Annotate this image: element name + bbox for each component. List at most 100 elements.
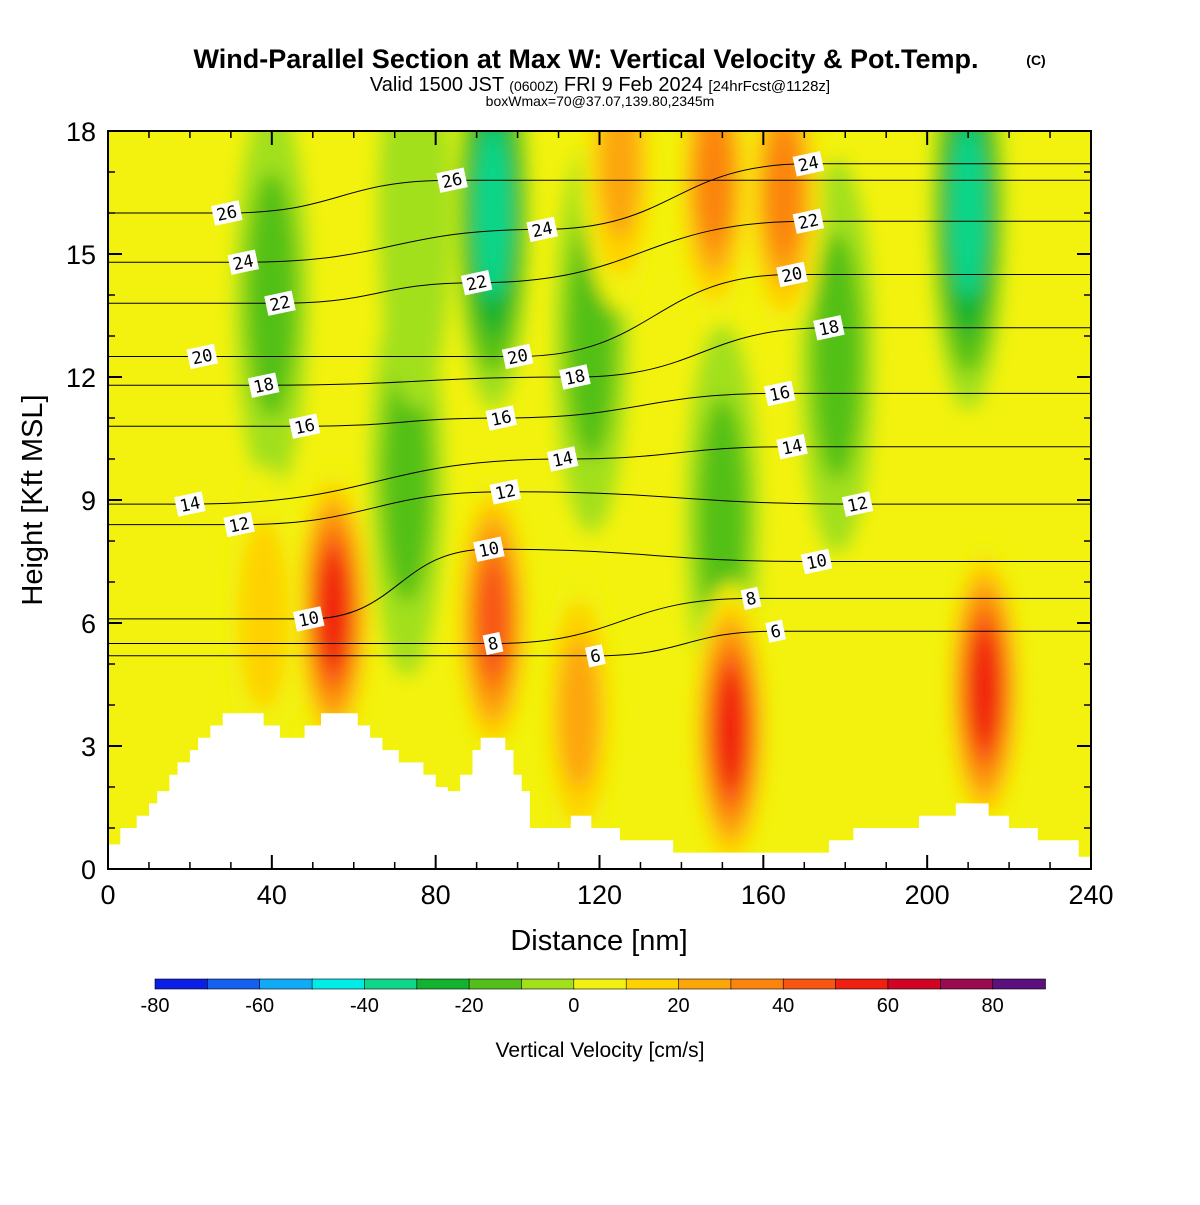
theta-label-text: 24 — [530, 218, 554, 242]
theta-label: 26 — [211, 200, 243, 226]
theta-label: 24 — [227, 249, 259, 275]
colorbar-tick-label: -40 — [350, 995, 379, 1017]
plot-area: 2624222018161412102622242018161412108624… — [108, 131, 1091, 869]
y-tick-label: 12 — [66, 363, 96, 393]
colorbar-swatch — [887, 978, 942, 990]
theta-label: 14 — [776, 434, 808, 460]
theta-label-text: 24 — [231, 251, 255, 275]
colorbar-tick-label: -20 — [455, 995, 484, 1017]
theta-label-text: 26 — [440, 169, 464, 193]
theta-label-box — [765, 619, 786, 643]
theta-label: 8 — [740, 586, 762, 611]
colorbar-swatch — [730, 978, 785, 990]
theta-label: 16 — [485, 405, 517, 431]
theta-label-box — [763, 380, 796, 407]
y-tick-label: 9 — [81, 486, 96, 516]
theta-label-text: 22 — [465, 272, 489, 296]
downdraft-core — [378, 131, 453, 410]
theta-label-box — [473, 536, 505, 562]
theta-label-text: 14 — [780, 436, 804, 460]
colorbar-swatch — [782, 978, 837, 990]
updraft-core — [318, 552, 348, 669]
theta-label-text: 20 — [780, 264, 804, 288]
theta-label-box — [792, 208, 825, 234]
valid-utc: (0600Z) — [509, 78, 558, 94]
y-tick-label: 15 — [66, 240, 96, 270]
theta-label-text: 18 — [252, 374, 276, 398]
theta-label-box — [792, 151, 825, 177]
theta-label-text: 10 — [477, 538, 501, 562]
updraft-core — [559, 637, 599, 790]
updraft-core — [969, 630, 1000, 747]
y-axis-title: Height [Kft MSL] — [17, 394, 49, 605]
updraft-core — [766, 131, 802, 260]
theta-label-box — [223, 511, 255, 538]
colorbar-swatch — [416, 978, 470, 990]
colorbar: -80 -60 -40 -20 0 20 40 60 80 — [141, 978, 1046, 1017]
theta-contour-line — [108, 392, 1091, 427]
terrain-mask — [108, 713, 1091, 869]
colorbar-swatch — [468, 978, 523, 990]
colorbar-tick-label: 60 — [877, 995, 899, 1017]
vertical-velocity-field — [224, 131, 1024, 869]
x-axis-title: Distance [nm] — [510, 925, 687, 957]
downdraft-core — [697, 397, 747, 644]
y-tick-label: 0 — [81, 855, 96, 885]
updraft-core — [477, 557, 509, 681]
theta-contour-line — [108, 327, 1091, 386]
theta-label: 22 — [460, 270, 493, 296]
theta-contour-line — [108, 630, 1091, 657]
theta-contour-line — [108, 179, 1091, 214]
theta-label-text: 22 — [797, 210, 821, 234]
colorbar-swatch — [678, 978, 732, 990]
updraft-core — [239, 521, 289, 709]
theta-label-text: 16 — [293, 415, 317, 439]
theta-label: 12 — [223, 511, 255, 538]
downdraft-core — [812, 233, 862, 480]
theta-label-text: 10 — [297, 608, 321, 632]
theta-label-box — [211, 200, 243, 226]
colorbar-tick-label: 20 — [667, 995, 689, 1017]
theta-label: 6 — [765, 619, 786, 643]
theta-label-text: 8 — [744, 589, 758, 611]
x-tick-label: 240 — [1068, 880, 1113, 910]
theta-label: 18 — [247, 372, 280, 398]
theta-label-text: 16 — [489, 407, 513, 431]
colorbar-swatch — [207, 978, 261, 990]
x-tick-label: 200 — [905, 880, 950, 910]
theta-label-box — [186, 343, 218, 370]
updraft-core — [696, 131, 732, 248]
colorbar-swatch — [835, 978, 889, 990]
x-tick-label: 160 — [741, 880, 786, 910]
theta-label-box — [841, 491, 874, 517]
y-tick-label: 3 — [81, 732, 96, 762]
theta-label: 20 — [501, 343, 534, 370]
theta-contour-line — [108, 548, 1091, 620]
theta-label-box — [526, 216, 558, 243]
x-tick-label: 40 — [257, 880, 287, 910]
theta-label: 10 — [292, 606, 325, 632]
theta-label: 14 — [546, 446, 579, 472]
colorbar-swatch — [154, 978, 209, 990]
colorbar-swatch — [992, 978, 1046, 990]
theta-label-text: 16 — [768, 382, 792, 406]
y-tick-label: 6 — [81, 609, 96, 639]
theta-label-box — [292, 606, 325, 632]
theta-label-text: 10 — [805, 551, 829, 575]
theta-label-box — [740, 586, 762, 610]
theta-label: 24 — [792, 151, 825, 177]
theta-label: 26 — [436, 167, 468, 193]
theta-label-box — [501, 343, 534, 370]
colorbar-swatch — [311, 978, 366, 990]
theta-label-box — [174, 491, 206, 517]
theta-label-box — [776, 261, 808, 288]
theta-label-box — [546, 446, 579, 472]
theta-label: 10 — [800, 548, 833, 575]
colorbar-swatch — [521, 978, 575, 990]
theta-label-text: 12 — [493, 481, 517, 505]
colorbar-tick-label: 0 — [568, 995, 579, 1017]
theta-label-text: 6 — [589, 646, 603, 668]
theta-label: 22 — [264, 290, 296, 316]
valid-time-line: Valid 1500 JST (0600Z) FRI 9 Feb 2024 [2… — [370, 74, 830, 96]
theta-label-box — [489, 479, 522, 505]
